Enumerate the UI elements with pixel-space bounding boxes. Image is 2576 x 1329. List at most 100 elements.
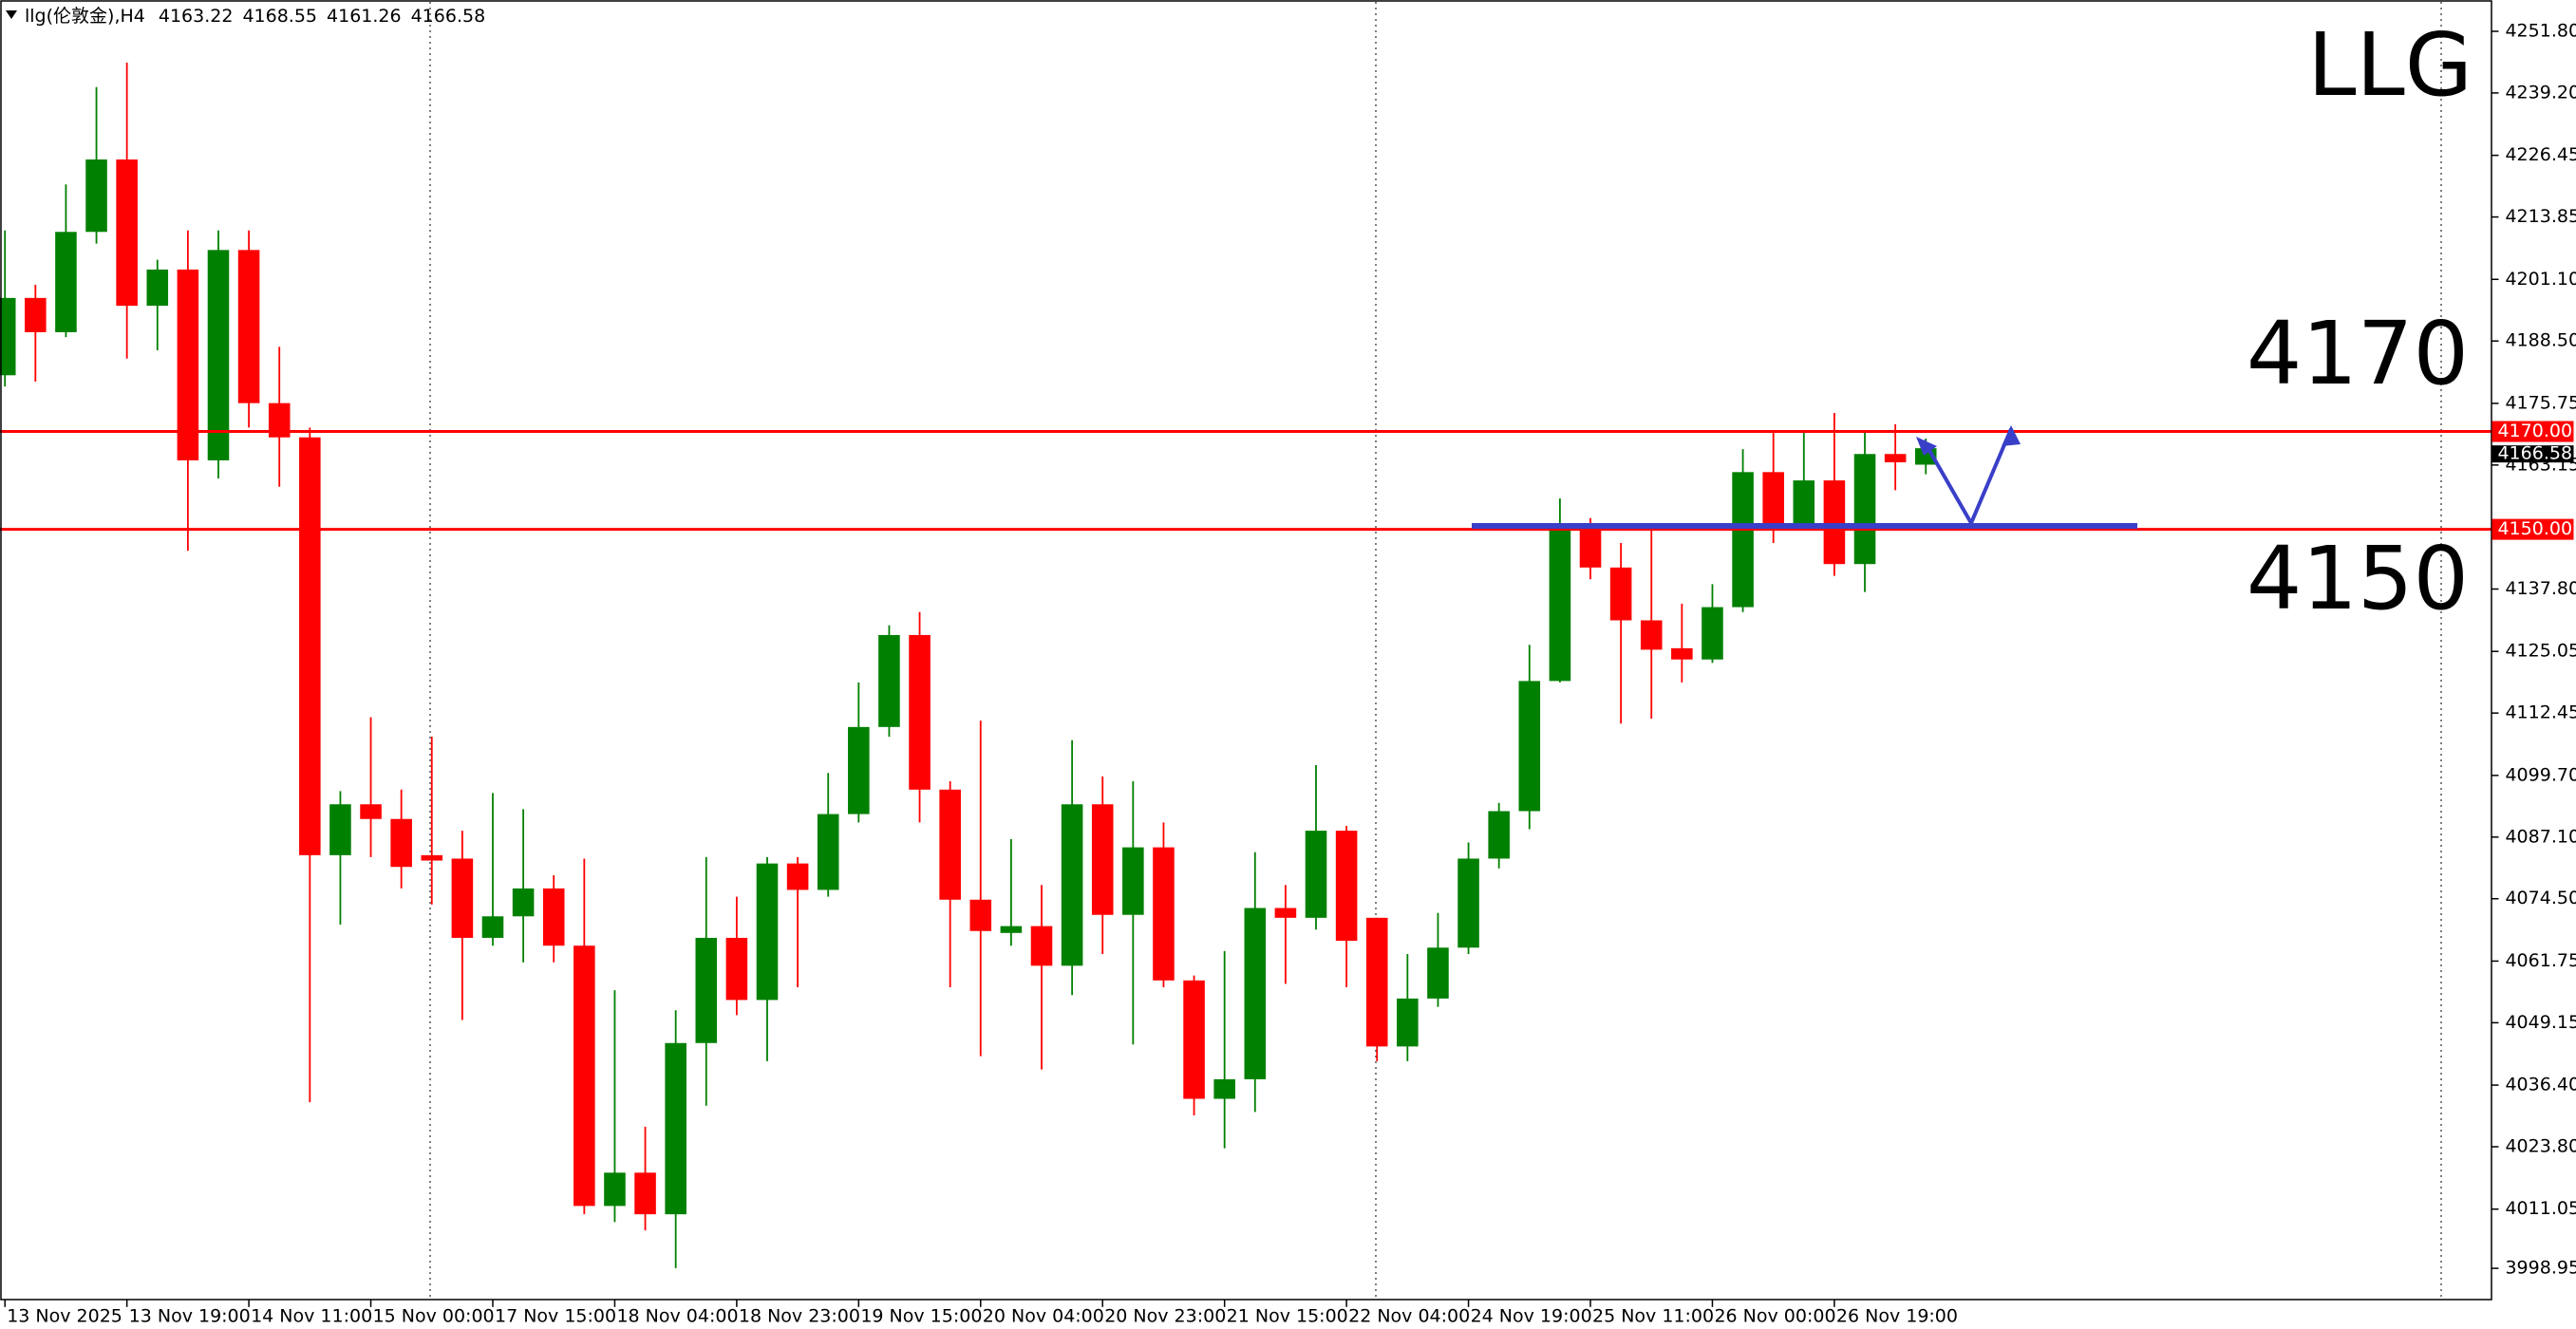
- candle-body: [360, 804, 382, 819]
- level-tag-label: 4170.00: [2497, 421, 2572, 441]
- y-tick-label: 4201.10: [2505, 269, 2576, 290]
- y-tick-label: 4175.75: [2505, 392, 2576, 413]
- candle-body: [969, 899, 992, 931]
- y-tick-label: 4099.70: [2505, 764, 2576, 785]
- x-tick-label: 19 Nov 15:00: [860, 1305, 982, 1326]
- y-tick-label: 4061.75: [2505, 950, 2576, 971]
- candle-body: [116, 159, 138, 307]
- candle-body: [1061, 804, 1083, 966]
- candle-body: [786, 863, 809, 890]
- candle-body: [0, 297, 16, 376]
- candle-body: [665, 1042, 686, 1215]
- chart-header: llg(伦敦金),H4 4163.22 4168.55 4161.26 4166.58: [25, 6, 485, 27]
- x-tick-label: 13 Nov 19:00: [129, 1305, 251, 1326]
- x-tick-label: 24 Nov 19:00: [1471, 1305, 1592, 1326]
- candle-body: [1000, 926, 1023, 933]
- x-tick-label: 14 Nov 11:00: [251, 1305, 372, 1326]
- arrow-head: [2002, 425, 2021, 446]
- menu-icon[interactable]: [6, 10, 17, 19]
- x-tick-label: 18 Nov 04:00: [616, 1305, 738, 1326]
- annotation: LLG: [2307, 14, 2473, 116]
- candle-body: [421, 854, 443, 861]
- x-tick-label: 20 Nov 04:00: [983, 1305, 1104, 1326]
- candle-body: [725, 937, 748, 1001]
- candle-body: [1579, 526, 1602, 568]
- plot-frame: [0, 0, 2492, 1301]
- candle-body: [634, 1172, 656, 1215]
- y-tick-label: 4011.05: [2505, 1198, 2576, 1219]
- candle-body: [1091, 804, 1114, 915]
- candle-body: [1884, 454, 1907, 463]
- candle-body: [177, 269, 199, 460]
- x-tick-label: 26 Nov 00:00: [1714, 1305, 1835, 1326]
- candle-body: [817, 814, 839, 890]
- candle-body: [1488, 811, 1510, 859]
- arrow-head: [1916, 437, 1937, 456]
- ohlc-close: 4166.58: [411, 6, 486, 27]
- y-tick-label: 4023.80: [2505, 1136, 2576, 1157]
- candle-body: [1702, 607, 1723, 660]
- candle-body: [1183, 980, 1205, 1099]
- price-tag-label: 4166.58: [2497, 443, 2572, 464]
- y-tick-label: 4137.80: [2505, 578, 2576, 599]
- level-tag-label: 4150.00: [2497, 518, 2572, 539]
- candle-body: [542, 888, 565, 946]
- candle-body: [1762, 472, 1784, 527]
- candle-body: [481, 916, 504, 938]
- candle-body: [909, 634, 931, 790]
- y-tick-label: 4036.40: [2505, 1075, 2576, 1095]
- candle-body: [1640, 620, 1663, 650]
- candle-body: [1244, 908, 1267, 1079]
- candle-body: [878, 634, 900, 727]
- candle-body: [756, 863, 779, 1001]
- y-tick-label: 4251.80: [2505, 20, 2576, 41]
- candle-body: [1732, 472, 1754, 608]
- candle-body: [299, 437, 321, 855]
- candle-body: [573, 945, 595, 1207]
- candle-body: [848, 726, 870, 814]
- candle-body: [237, 250, 260, 403]
- candle-body: [1335, 831, 1358, 942]
- candle-body: [1153, 847, 1175, 981]
- candle-body: [1365, 917, 1388, 1047]
- candle-body: [695, 937, 718, 1043]
- x-tick-label: 15 Nov 00:00: [373, 1305, 495, 1326]
- candle-body: [1305, 831, 1327, 918]
- level-annotation: 4150: [2247, 528, 2469, 629]
- candle-body: [1213, 1078, 1235, 1099]
- candle-body: [207, 250, 230, 460]
- x-tick-label: 26 Nov 19:00: [1836, 1305, 1958, 1326]
- y-tick-label: 4074.50: [2505, 888, 2576, 908]
- candle-body: [1030, 926, 1053, 966]
- level-tag: [2491, 518, 2574, 540]
- y-tick-label: 4226.45: [2505, 144, 2576, 165]
- y-tick-label: 4239.20: [2505, 82, 2576, 103]
- level-annotation: 4170: [2247, 303, 2469, 404]
- x-tick-label: 21 Nov 15:00: [1227, 1305, 1348, 1326]
- symbol: llg(伦敦金),H4: [25, 6, 145, 27]
- candle-body: [1457, 858, 1479, 948]
- x-tick-label: 17 Nov 15:00: [495, 1305, 616, 1326]
- candle-body: [939, 789, 961, 900]
- candle-body: [85, 159, 107, 233]
- candle-body: [1853, 454, 1876, 565]
- y-tick-label: 3998.95: [2505, 1258, 2576, 1279]
- candle-body: [1793, 480, 1815, 527]
- candle-body: [55, 232, 77, 332]
- level-tag: [2491, 421, 2574, 442]
- price-tag: [2491, 445, 2574, 463]
- y-tick-label: 4087.10: [2505, 826, 2576, 847]
- y-tick-label: 4188.50: [2505, 330, 2576, 351]
- candle-body: [390, 818, 412, 868]
- candle-body: [146, 269, 169, 307]
- ohlc-low: 4161.26: [327, 6, 402, 27]
- candle-body: [329, 804, 351, 855]
- x-tick-label: 18 Nov 23:00: [739, 1305, 860, 1326]
- x-tick-label: 13 Nov 2025: [7, 1305, 122, 1326]
- candle-body: [1671, 647, 1693, 660]
- y-tick-label: 4049.15: [2505, 1012, 2576, 1033]
- plot: [0, 62, 2492, 1268]
